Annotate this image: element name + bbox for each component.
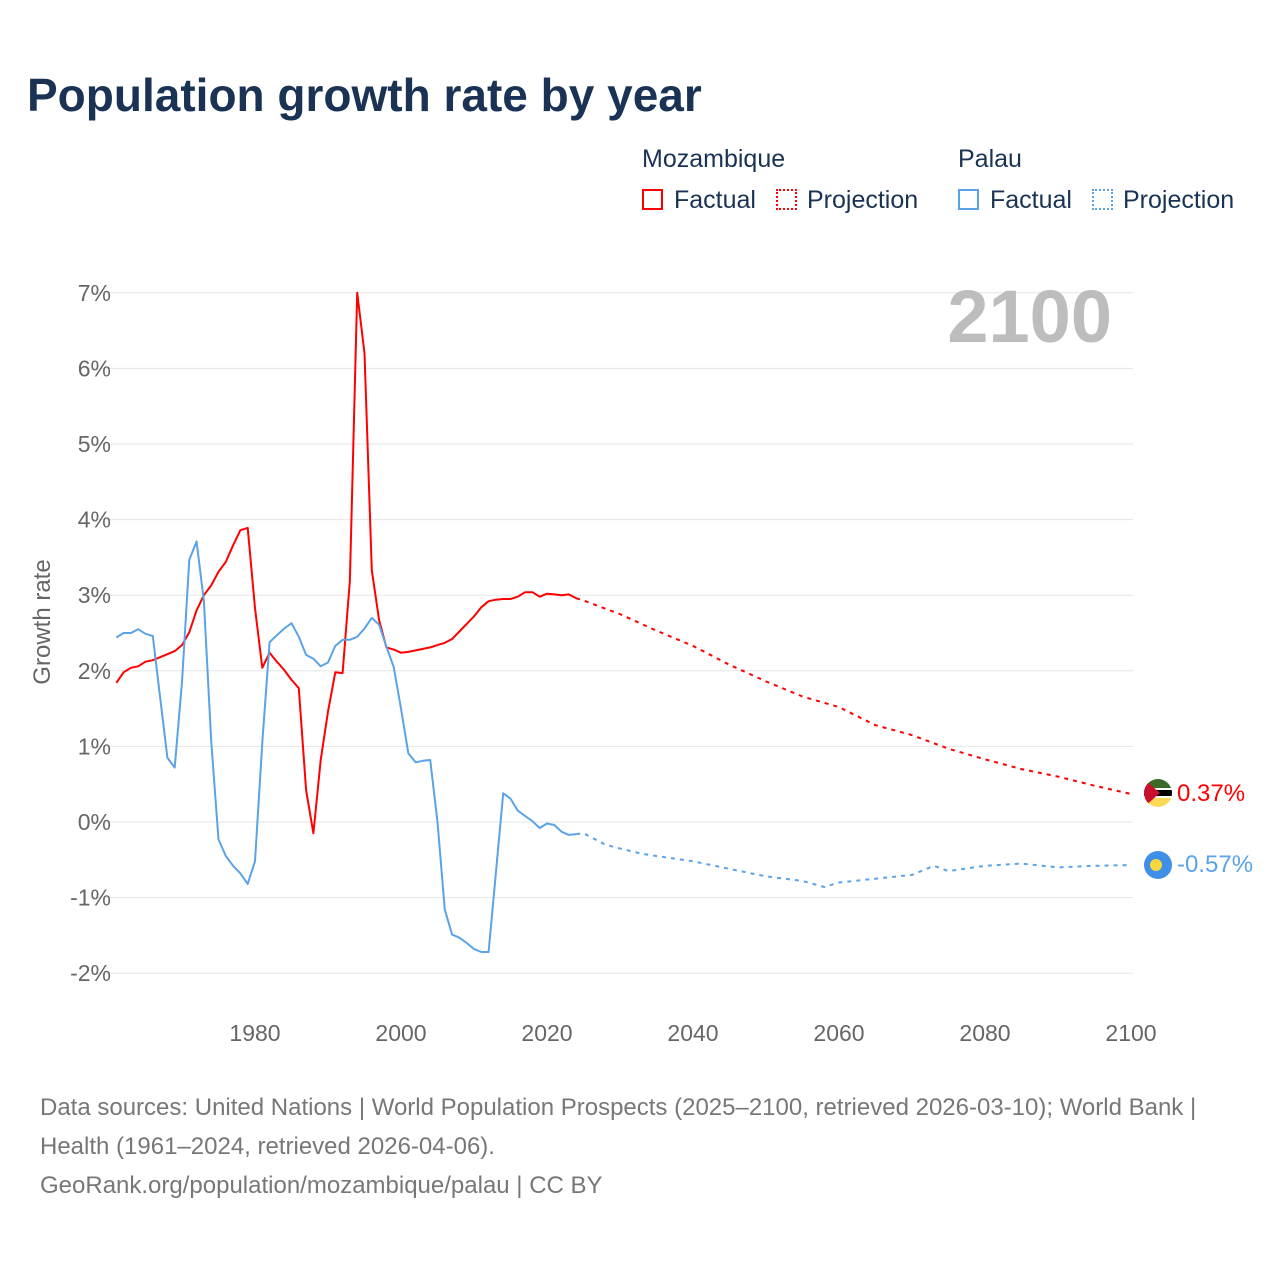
legend-swatch-mozambique-factual (642, 189, 663, 210)
attribution-link[interactable]: GeoRank.org/population/mozambique/palau … (40, 1172, 603, 1199)
legend-swatch-mozambique-projection (776, 189, 797, 210)
series-line-palau-projection (576, 832, 1132, 888)
y-axis-label: Growth rate (29, 559, 56, 684)
y-tick-label: -1% (70, 885, 111, 911)
series-line-palau-factual (115, 540, 577, 953)
y-tick-label: 7% (78, 280, 111, 306)
x-tick-label: 1980 (229, 1020, 280, 1046)
y-tick-label: 0% (78, 809, 111, 835)
legend-mozambique-projection[interactable]: Projection (807, 186, 919, 214)
y-tick-label: 3% (78, 582, 111, 608)
legend-group-mozambique: Mozambique (642, 145, 786, 173)
legend-mozambique-factual[interactable]: Factual (674, 186, 756, 214)
y-tick-label: 1% (78, 733, 111, 759)
palau-end-label: -0.57% (1177, 851, 1253, 878)
y-tick-label: 5% (78, 431, 111, 457)
page-title: Population growth rate by year (27, 69, 702, 121)
x-tick-label: 2100 (1105, 1020, 1156, 1046)
mozambique-end-label: 0.37% (1177, 780, 1245, 807)
series-line-mozambique-projection (575, 597, 1132, 795)
x-tick-label: 2000 (375, 1020, 426, 1046)
legend-swatch-palau-projection (1092, 189, 1113, 210)
legend-group-palau: Palau (958, 145, 1022, 173)
x-tick-label: 2060 (813, 1020, 864, 1046)
y-tick-label: 2% (78, 658, 111, 684)
y-tick-label: 4% (78, 507, 111, 533)
data-sources: Data sources: United Nations | World Pop… (40, 1094, 1197, 1160)
series-line-mozambique-factual (115, 291, 577, 835)
legend-swatch-palau-factual (958, 189, 979, 210)
legend-palau-projection[interactable]: Projection (1123, 186, 1235, 214)
mozambique-flag-icon (1144, 779, 1172, 807)
x-tick-label: 2080 (959, 1020, 1010, 1046)
source-note: Data sources: United Nations | World Pop… (40, 1088, 1240, 1205)
legend-palau-factual[interactable]: Factual (990, 186, 1072, 214)
y-tick-label: 6% (78, 355, 111, 381)
x-tick-label: 2040 (667, 1020, 718, 1046)
y-tick-label: -2% (70, 960, 111, 986)
palau-flag-icon (1144, 851, 1172, 879)
current-year-label: 2100 (947, 275, 1112, 358)
x-tick-label: 2020 (521, 1020, 572, 1046)
